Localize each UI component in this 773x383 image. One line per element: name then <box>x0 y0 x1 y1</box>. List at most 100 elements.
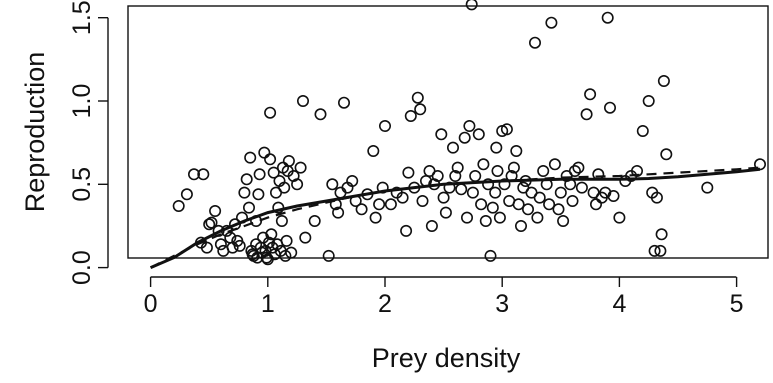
x-tick-label: 2 <box>378 290 392 318</box>
data-point <box>278 181 291 194</box>
data-point <box>584 88 597 101</box>
data-point <box>172 200 185 213</box>
data-point <box>630 165 643 178</box>
data-point <box>244 151 257 164</box>
data-point <box>484 249 497 262</box>
data-point <box>557 215 570 228</box>
data-point <box>296 95 309 108</box>
data-point <box>650 191 663 204</box>
data-point <box>654 244 667 257</box>
data-point <box>566 195 579 208</box>
data-point <box>575 181 588 194</box>
data-point <box>243 201 256 214</box>
data-point <box>572 161 585 174</box>
data-point <box>253 168 266 181</box>
data-point <box>514 220 527 233</box>
data-point <box>568 165 581 178</box>
data-point <box>469 170 482 183</box>
data-point <box>475 198 488 211</box>
data-point <box>437 191 450 204</box>
data-point <box>603 101 616 114</box>
fit-line-dashed <box>150 166 761 269</box>
x-axis-label: Prey density <box>372 343 521 373</box>
data-points <box>172 0 766 266</box>
data-point <box>373 198 386 211</box>
fit-line-solid <box>150 167 761 269</box>
data-point <box>554 186 567 199</box>
data-point <box>500 123 513 136</box>
data-point <box>337 96 350 109</box>
data-point <box>648 244 661 257</box>
data-point <box>209 205 222 218</box>
data-point <box>531 211 544 224</box>
data-point <box>431 170 444 183</box>
y-ticks: 0.0 0.5 1.0 1.5 <box>68 0 108 285</box>
data-point <box>465 0 478 11</box>
data-point <box>314 108 327 121</box>
data-point <box>489 186 502 199</box>
data-point <box>636 125 649 138</box>
data-point <box>613 211 626 224</box>
data-point <box>493 211 506 224</box>
data-point <box>214 238 227 251</box>
data-point <box>384 198 397 211</box>
data-point <box>378 120 391 133</box>
data-point <box>479 215 492 228</box>
data-point <box>240 173 253 186</box>
data-point <box>446 141 459 154</box>
data-point <box>491 165 504 178</box>
data-point <box>435 128 448 141</box>
data-point <box>282 155 295 168</box>
data-point <box>463 120 476 133</box>
data-point <box>203 218 216 231</box>
data-point <box>552 203 565 216</box>
data-point <box>451 161 464 174</box>
data-point <box>477 158 490 171</box>
data-point <box>275 215 288 228</box>
data-point <box>334 186 347 199</box>
data-point <box>449 170 462 183</box>
data-point <box>521 203 534 216</box>
data-point <box>252 188 265 201</box>
data-point <box>548 158 561 171</box>
data-point <box>180 188 193 201</box>
data-point <box>507 161 520 174</box>
y-axis-label: Reproduction <box>20 52 50 213</box>
data-point <box>498 178 511 191</box>
data-point <box>455 183 468 196</box>
data-point <box>369 211 382 224</box>
plot-frame <box>127 5 769 259</box>
data-point <box>458 131 471 144</box>
data-point <box>396 191 409 204</box>
data-point <box>482 178 495 191</box>
data-point <box>545 16 558 29</box>
data-point <box>528 36 541 49</box>
x-tick-label: 5 <box>730 290 744 318</box>
data-point <box>279 249 292 262</box>
data-point <box>233 239 246 252</box>
data-point <box>299 231 312 244</box>
data-point <box>580 108 593 121</box>
data-point <box>238 186 251 199</box>
data-point <box>701 181 714 194</box>
y-tick-label: 0.0 <box>68 250 96 285</box>
data-point <box>655 228 668 241</box>
data-point <box>642 95 655 108</box>
data-point <box>402 166 415 179</box>
data-point <box>543 198 556 211</box>
data-point <box>258 146 271 159</box>
data-point <box>197 168 210 181</box>
data-point <box>466 186 479 199</box>
data-point <box>332 206 345 219</box>
data-point <box>411 91 424 104</box>
data-point <box>404 110 417 123</box>
data-point <box>472 128 485 141</box>
data-point <box>400 224 413 237</box>
data-point <box>425 220 438 233</box>
data-point <box>443 181 456 194</box>
data-point <box>533 191 546 204</box>
data-point <box>280 234 293 247</box>
data-point <box>439 206 452 219</box>
data-point <box>589 198 602 211</box>
